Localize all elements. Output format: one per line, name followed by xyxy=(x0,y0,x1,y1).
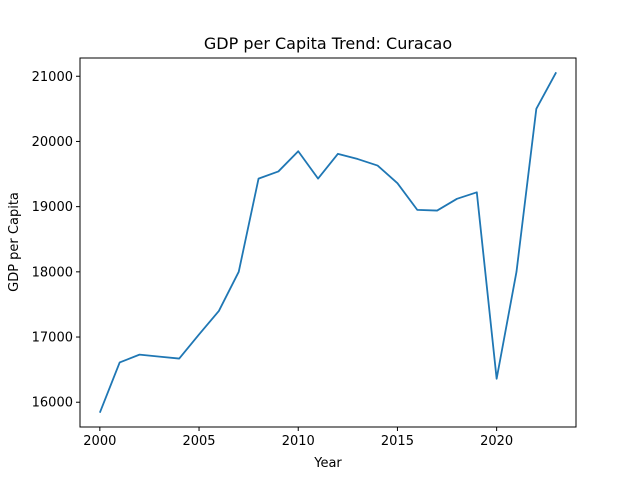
plot-area-frame xyxy=(79,57,577,428)
x-tick-label: 2010 xyxy=(282,434,315,449)
x-axis-ticks: 2000 2005 2010 2015 2020 xyxy=(83,427,513,449)
y-tick-label: 16000 xyxy=(32,396,73,411)
y-axis-ticks: 16000 17000 18000 19000 20000 21000 xyxy=(32,70,80,411)
series-line xyxy=(99,71,557,413)
y-tick-label: 21000 xyxy=(32,70,73,85)
chart-title: GDP per Capita Trend: Curacao xyxy=(204,34,452,53)
y-tick-label: 18000 xyxy=(32,265,73,280)
y-tick-label: 17000 xyxy=(32,331,73,346)
x-tick-label: 2020 xyxy=(480,434,513,449)
y-axis-label: GDP per Capita xyxy=(7,192,22,292)
x-tick-label: 2015 xyxy=(381,434,414,449)
x-tick-label: 2005 xyxy=(182,434,215,449)
y-tick-label: 19000 xyxy=(32,200,73,215)
y-tick-label: 20000 xyxy=(32,135,73,150)
x-tick-label: 2000 xyxy=(83,434,116,449)
x-axis-label: Year xyxy=(313,456,342,471)
